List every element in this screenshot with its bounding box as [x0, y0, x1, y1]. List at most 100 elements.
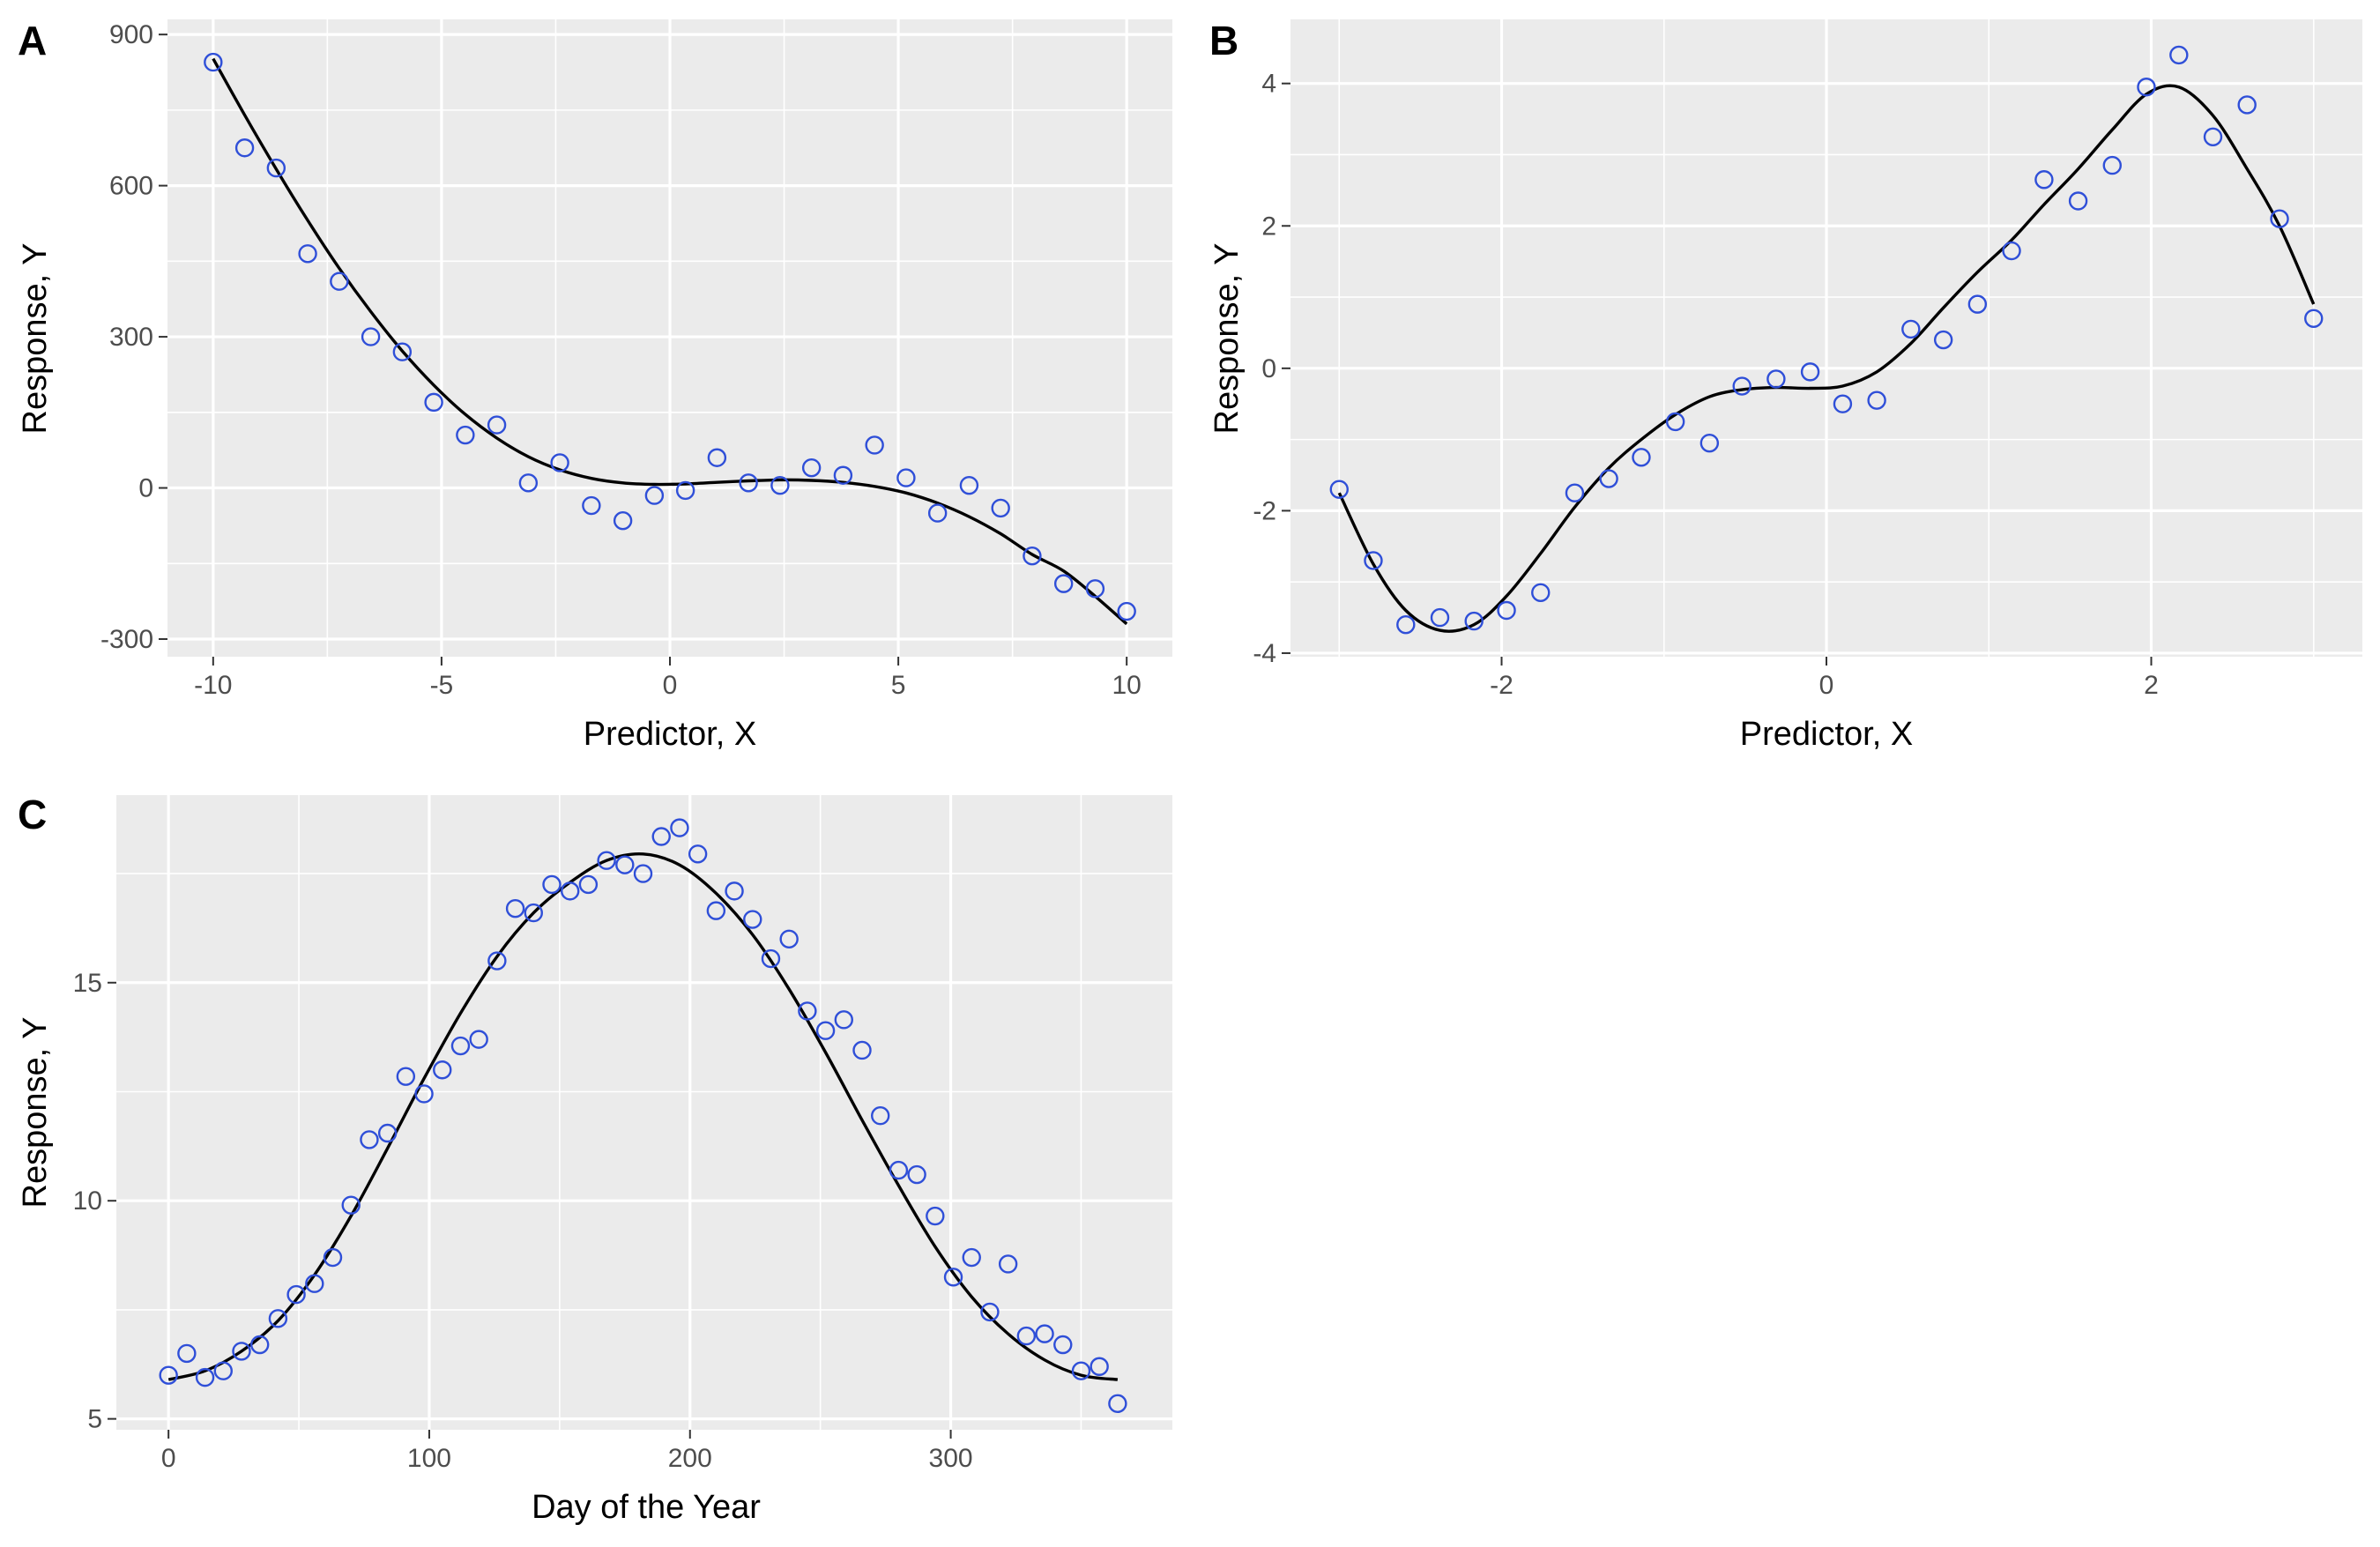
- panel-c-fit-line: [167, 852, 1119, 1381]
- panel-c-data-point: [560, 881, 580, 901]
- panel-b-letter: B: [1209, 18, 1238, 63]
- panel-b-grid: [1290, 19, 2362, 657]
- panel-c-data-point: [195, 1367, 215, 1387]
- panel-c-grid: [116, 795, 1172, 1430]
- panel-a-data-point: [456, 425, 475, 445]
- panel-c-data-point: [341, 1195, 361, 1215]
- panel-b-data-point: [1464, 611, 1484, 631]
- panel-c-data-point: [779, 929, 799, 948]
- panel-c-data-point: [323, 1247, 343, 1268]
- panel-a-data-point: [833, 465, 853, 485]
- panel-c-data-point: [249, 1335, 270, 1355]
- panel-c-data-point: [1035, 1324, 1054, 1343]
- panel-c-data-point: [597, 851, 616, 870]
- panel-b-y-tick-label: -2: [1253, 496, 1276, 525]
- panel-c-data-point: [815, 1021, 836, 1040]
- panel-b-data-point: [1901, 319, 1921, 339]
- panel-a-x-axis-title: Predictor, X: [584, 716, 756, 753]
- panel-a-data-point: [770, 475, 790, 495]
- panel-b-x-axis-title: Predictor, X: [1740, 716, 1913, 753]
- panel-b-data-point: [1364, 551, 1383, 570]
- panel-c-data-point: [396, 1067, 416, 1086]
- panel-a-y-tick-label: 600: [109, 172, 153, 201]
- panel-c-x-tick-label: 300: [929, 1444, 973, 1473]
- panel-c-data-point: [852, 1040, 872, 1060]
- panel-c-data-point: [1071, 1361, 1091, 1380]
- panel-b-data-point: [1329, 480, 1349, 499]
- panel-a-y-tick-label: 300: [109, 323, 153, 352]
- panel-a-data-point: [1053, 574, 1074, 593]
- panel-c-data-point: [998, 1254, 1018, 1274]
- panel-b-data-point: [1800, 362, 1820, 382]
- panel-c-data-point: [871, 1106, 890, 1126]
- panel-c-y-tick-label: 10: [73, 1186, 102, 1216]
- panel-b-data-point: [1565, 483, 1585, 502]
- panel-a-data-point: [865, 435, 884, 455]
- panel-c: C 0 100 200 300 5 10 15 Day of the Year Respon…: [17, 792, 1172, 1526]
- panel-b-y-tick-label: 2: [1261, 212, 1276, 241]
- panel-a-data-point: [927, 503, 948, 523]
- panel-c-y-axis-title: Response, Y: [17, 1017, 54, 1209]
- panel-b-fit-line: [1337, 84, 2316, 633]
- panel-c-data-point: [1016, 1326, 1037, 1346]
- panel-a-data-point: [424, 392, 443, 413]
- panel-b-data-point: [1665, 412, 1685, 432]
- panel-a-y-tick-label: 0: [138, 474, 153, 503]
- panel-c-data-point: [524, 903, 543, 923]
- panel-c-data-point: [943, 1268, 963, 1287]
- panel-c-data-point: [1108, 1394, 1127, 1414]
- panel-c-data-point: [798, 1001, 817, 1021]
- panel-c-data-point: [377, 1123, 398, 1143]
- panel-c-plot-area: [116, 795, 1172, 1430]
- panel-a-data-point: [739, 473, 758, 493]
- panel-c-data-point: [505, 898, 525, 919]
- panel-c-data-point: [980, 1302, 1000, 1322]
- panel-a-data-point: [896, 468, 916, 487]
- panel-b-data-point: [1632, 448, 1651, 467]
- panel-b-data-point: [2137, 78, 2156, 97]
- panel-a-x-tick-label: 10: [1112, 671, 1141, 700]
- panel-c-data-point: [286, 1284, 306, 1305]
- panel-c-data-point: [305, 1274, 324, 1293]
- panel-c-y-tick-label: 5: [87, 1405, 102, 1434]
- panel-a-y-axis-title: Response, Y: [17, 243, 54, 435]
- panel-c-data-point: [268, 1309, 288, 1328]
- panel-a-data-point: [613, 510, 633, 531]
- panel-b-x-tick-label: 2: [2144, 671, 2159, 700]
- panel-a-data-point: [361, 327, 381, 346]
- panel-c-data-point: [725, 881, 744, 901]
- panel-a-y-tick-label: -300: [100, 625, 153, 654]
- panel-c-data-point: [834, 1010, 853, 1030]
- panel-c-x-tick-label: 200: [668, 1444, 712, 1473]
- panel-a-data-point: [1085, 579, 1105, 599]
- panel-c-x-tick-label: 100: [407, 1444, 451, 1473]
- panel-a-data-point: [1117, 601, 1136, 621]
- panel-b-data-point: [2169, 45, 2189, 65]
- panel-c-letter: C: [18, 792, 47, 837]
- panel-a-data-point: [801, 457, 822, 478]
- panel-b-x-tick-label: -2: [1490, 671, 1514, 700]
- panel-c-axis-ticks: 0 100 200 300 5 10 15: [73, 969, 973, 1473]
- panel-b-data-point: [1867, 390, 1886, 410]
- panel-c-data-point: [706, 901, 726, 920]
- panel-b-x-tick-label: 0: [1819, 671, 1834, 700]
- panel-b-data-point: [2304, 309, 2324, 328]
- panel-b-data-point: [1699, 433, 1720, 453]
- panel-c-data-point: [433, 1060, 452, 1080]
- panel-c-data-point: [360, 1130, 379, 1149]
- panel-a-points: [204, 52, 1136, 621]
- panel-b-data-point: [1933, 330, 1953, 350]
- panel-c-data-point: [213, 1361, 233, 1380]
- panel-b-data-point: [1430, 607, 1450, 628]
- panel-c-data-point: [651, 827, 671, 846]
- panel-c-data-point: [159, 1365, 178, 1385]
- panel-b-data-point: [2002, 241, 2021, 261]
- panel-a-data-point: [234, 138, 255, 158]
- panel-c-data-point: [177, 1343, 197, 1364]
- panel-a-x-tick-label: 5: [891, 671, 906, 700]
- panel-b-data-point: [1967, 294, 1988, 314]
- panel-a-data-point: [991, 498, 1010, 518]
- panel-a-data-point: [644, 486, 665, 505]
- panel-b-data-point: [2068, 191, 2088, 211]
